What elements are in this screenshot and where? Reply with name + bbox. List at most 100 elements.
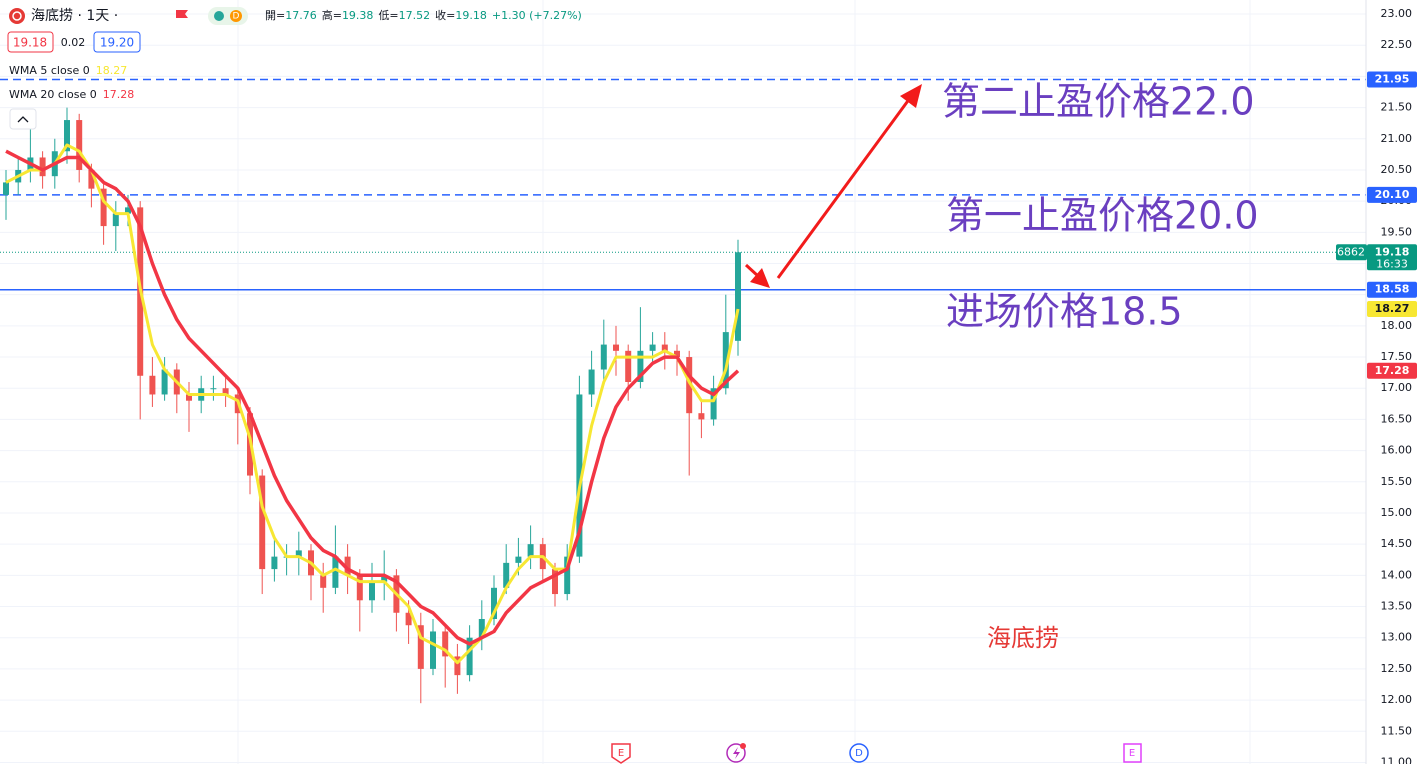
header: 海底捞 · 1天 · D 開=17.76 高=19.38 低=17.52 收=19.1… xyxy=(7,7,582,130)
y-tick-label: 13.00 xyxy=(1381,631,1413,644)
candle-body xyxy=(442,631,449,657)
candle-body xyxy=(661,344,668,351)
candle-body xyxy=(686,357,693,414)
wma-line xyxy=(5,143,740,665)
y-tick-label: 22.50 xyxy=(1381,38,1413,51)
grid xyxy=(0,13,1366,763)
legend-name: WMA 5 close 0 xyxy=(9,64,90,77)
watermark: 海底捞 xyxy=(987,624,1059,652)
annotation: 第二止盈价格22.0 xyxy=(942,80,1255,124)
ohlc-value: 19.38 xyxy=(342,9,374,22)
collapse-button[interactable] xyxy=(9,108,37,130)
y-tick-label: 12.50 xyxy=(1381,662,1413,675)
candle-body xyxy=(649,344,656,351)
y-tick-label: 11.00 xyxy=(1381,755,1413,764)
event-label: E xyxy=(618,748,624,759)
candles xyxy=(3,107,741,704)
legend-value: 18.27 xyxy=(96,64,128,77)
candle-body xyxy=(100,188,107,227)
h-line-label-box xyxy=(1367,281,1417,298)
candle-body xyxy=(222,388,229,395)
y-tick-label: 18.00 xyxy=(1381,319,1413,332)
wma-axis-label: 18.27 xyxy=(1375,302,1410,315)
candle-body xyxy=(112,213,119,227)
volume-label: 6862 xyxy=(1337,245,1365,258)
wma-axis-label-box xyxy=(1367,362,1417,379)
ohlc-value: 19.18 xyxy=(455,9,487,22)
y-tick-label: 12.00 xyxy=(1381,693,1413,706)
y-tick-label: 16.00 xyxy=(1381,444,1413,457)
candle-body xyxy=(576,394,583,557)
price-box xyxy=(1367,244,1417,271)
candle-body xyxy=(76,120,83,170)
flag-icon[interactable] xyxy=(176,10,188,18)
y-tick-label: 13.50 xyxy=(1381,600,1413,613)
bid-box[interactable] xyxy=(7,31,54,53)
candle-body xyxy=(210,388,217,390)
badge-text: D xyxy=(233,12,240,22)
candle-body xyxy=(405,612,412,626)
y-tick-label: 23.00 xyxy=(1381,7,1413,20)
annotation: 第一止盈价格20.0 xyxy=(946,194,1259,238)
y-tick-label: 19.50 xyxy=(1381,225,1413,238)
candle-body xyxy=(161,369,168,395)
candle-body xyxy=(527,544,534,557)
h-line-label: 18.58 xyxy=(1375,283,1410,296)
annotation: 进场价格18.5 xyxy=(946,290,1183,334)
legend-entry[interactable]: WMA 20 close 0 17.28 xyxy=(9,88,134,101)
candle-body xyxy=(64,120,70,152)
spread: 0.02 xyxy=(61,36,86,49)
ask-box[interactable] xyxy=(93,31,141,53)
candle-body xyxy=(369,581,375,601)
indicator-lines xyxy=(5,143,740,665)
candle-body xyxy=(186,394,192,401)
ohlc-legend: 開=17.76 高=19.38 低=17.52 收=19.18 +1.30 (+7.27… xyxy=(265,8,582,22)
y-tick-label: 17.00 xyxy=(1381,381,1413,394)
candle-body xyxy=(564,556,571,595)
event-icon[interactable] xyxy=(611,743,631,764)
candle-body xyxy=(344,556,351,576)
candle-body xyxy=(320,575,327,588)
y-tick-label: 11.50 xyxy=(1381,724,1413,737)
candle-body xyxy=(356,575,363,601)
event-icon[interactable] xyxy=(849,743,869,763)
h-line-label: 21.95 xyxy=(1375,73,1410,86)
candle-body xyxy=(259,475,266,570)
legend-entry[interactable]: WMA 5 close 0 18.27 xyxy=(9,64,127,77)
candle-body xyxy=(417,625,424,669)
arrows xyxy=(744,84,922,288)
y-tick-label: 16.50 xyxy=(1381,412,1413,425)
v-grid xyxy=(237,0,1251,764)
logo xyxy=(9,8,25,24)
event-icon[interactable] xyxy=(1123,743,1142,763)
wma-axis-label-box xyxy=(1367,301,1417,318)
symbol[interactable]: 海底捞 · 1天 · xyxy=(31,8,118,24)
wma-line xyxy=(5,149,740,646)
candle-body xyxy=(722,332,729,389)
h-line-label-box xyxy=(1367,71,1417,88)
candle-body xyxy=(613,344,619,351)
candle-body xyxy=(710,388,717,420)
events: E D E xyxy=(611,743,1142,764)
candle-body xyxy=(478,618,485,638)
ohlc-value: 17.52 xyxy=(399,9,431,22)
ohlc-change: +1.30 (+7.27%) xyxy=(492,9,582,22)
y-tick-label: 20.50 xyxy=(1381,163,1413,176)
candle-body xyxy=(637,350,644,382)
y-tick-label: 15.50 xyxy=(1381,475,1413,488)
candle-body xyxy=(515,556,522,563)
price-axis: 11.00 11.50 12.00 12.50 13.00 13.50 14.00 14.50… xyxy=(1336,7,1417,764)
candle-body xyxy=(552,569,558,595)
candle-body xyxy=(381,575,388,582)
ohlc-label: 低= xyxy=(378,9,398,22)
y-tick-label: 14.00 xyxy=(1381,568,1413,581)
y-tick-label: 17.50 xyxy=(1381,350,1413,363)
candle-body xyxy=(39,157,46,177)
event-label: E xyxy=(1129,748,1135,759)
volume-box xyxy=(1336,244,1367,261)
candle-body xyxy=(454,656,461,676)
h-lines xyxy=(0,78,1366,291)
candle-body xyxy=(125,207,131,214)
candle-body xyxy=(698,413,705,420)
legend-value: 17.28 xyxy=(103,88,135,101)
